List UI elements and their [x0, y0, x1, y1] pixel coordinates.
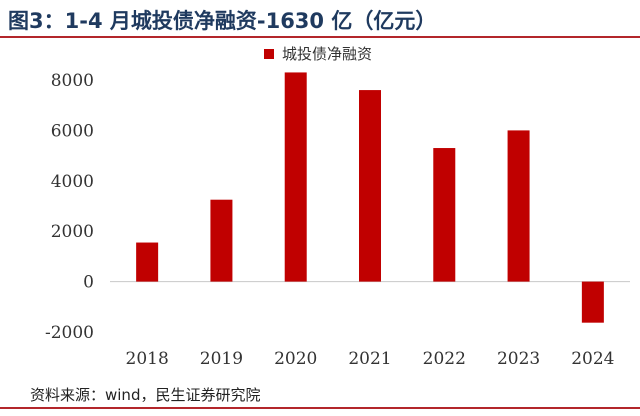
- y-tick-label: 4000: [51, 172, 94, 192]
- x-tick-label: 2018: [126, 349, 169, 369]
- title-bar: 图3：1-4 月城投债净融资-1630 亿（亿元）: [0, 0, 640, 38]
- bottom-divider: [0, 407, 640, 409]
- bar-2022: [433, 148, 456, 282]
- y-tick-label: 0: [83, 273, 94, 293]
- x-tick-label: 2020: [274, 349, 317, 369]
- y-tick-label: 6000: [51, 121, 94, 141]
- legend-label: 城投债净融资: [282, 45, 372, 63]
- x-tick-label: 2022: [423, 349, 466, 369]
- chart-title: 图3：1-4 月城投债净融资-1630 亿（亿元）: [8, 9, 437, 33]
- x-tick-label: 2023: [497, 349, 540, 369]
- bar-2018: [136, 242, 159, 282]
- bar-2023: [507, 130, 530, 282]
- bar-2019: [210, 199, 233, 282]
- legend-swatch: [264, 49, 274, 59]
- x-tick-label: 2019: [200, 349, 243, 369]
- y-tick-label: 2000: [51, 222, 94, 242]
- y-tick-label: 8000: [51, 71, 94, 91]
- x-tick-label: 2024: [571, 349, 614, 369]
- bar-2021: [359, 90, 381, 282]
- bar-2024: [581, 281, 604, 323]
- x-tick-label: 2021: [348, 349, 391, 369]
- source-note: 资料来源：wind，民生证券研究院: [30, 386, 261, 404]
- bar-2020: [284, 72, 307, 282]
- y-tick-label: -2000: [45, 323, 94, 343]
